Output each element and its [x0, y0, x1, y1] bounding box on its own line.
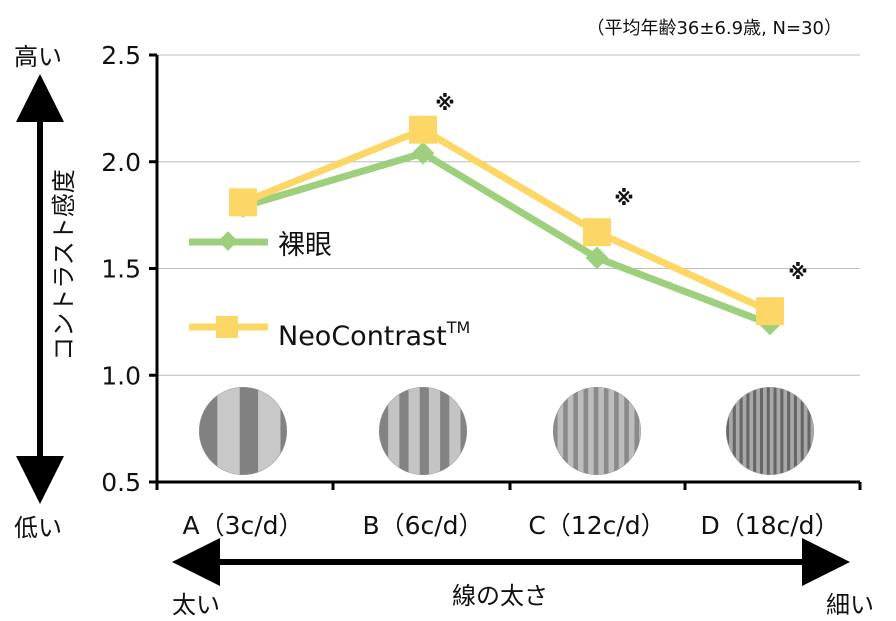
grating-images	[199, 387, 814, 475]
significance-mark-1: ※	[435, 91, 454, 115]
series-layer	[229, 115, 784, 336]
y-tick-labels: 0.5 1.0 1.5 2.0 2.5	[101, 41, 141, 497]
x-category-labels: A（3c/d） B（6c/d） C（12c/d） D（18c/d）	[182, 511, 839, 540]
legend-entry-naked-eye: 裸眼	[189, 230, 332, 261]
significance-mark-2: ※	[614, 186, 633, 210]
y-tick-label-3: 2.0	[101, 148, 141, 177]
significance-mark-3: ※	[788, 260, 807, 284]
legend: 裸眼 NeoContrastTM	[189, 230, 470, 352]
x-category-label-1: B（6c/d）	[362, 511, 483, 540]
sample-note: （平均年齢36±6.9歳, N=30）	[586, 18, 842, 39]
series-line-0	[242, 149, 772, 328]
x-category-label-3: D（18c/d）	[700, 511, 839, 540]
gridlines	[149, 53, 860, 484]
grating-2	[553, 387, 641, 475]
legend-entry-neocontrast: NeoContrastTM	[189, 316, 470, 352]
legend-label-naked-eye: 裸眼	[278, 230, 332, 261]
grating-1	[379, 387, 467, 475]
grating-3	[726, 387, 814, 475]
y-axis-title: コントラスト感度	[50, 169, 78, 361]
svg-text:NeoContrastTM: NeoContrastTM	[278, 318, 470, 352]
significance-marks: ※ ※ ※	[435, 91, 807, 284]
point-s1-2	[583, 218, 611, 247]
y-tick-label-0: 0.5	[101, 468, 141, 497]
legend-label-neocontrast: NeoContrast	[278, 321, 447, 352]
point-s1-3	[756, 297, 784, 326]
x-left-label: 太い	[172, 591, 220, 619]
point-s1-1	[409, 115, 437, 144]
y-tick-label-1: 1.0	[101, 361, 141, 390]
y-high-label: 高い	[14, 43, 62, 71]
x-category-label-2: C（12c/d）	[528, 511, 665, 540]
series-line-1	[241, 126, 772, 315]
grating-0	[199, 387, 287, 475]
x-right-label: 細い	[826, 591, 874, 619]
legend-label-tm: TM	[446, 318, 471, 337]
point-s0-2	[585, 246, 609, 270]
point-s1-0	[229, 188, 257, 217]
y-low-label: 低い	[14, 514, 62, 542]
x-axis-title: 線の太さ	[452, 582, 548, 610]
y-tick-label-4: 2.5	[101, 41, 141, 70]
y-tick-label-2: 1.5	[101, 255, 141, 284]
x-category-label-0: A（3c/d）	[182, 511, 303, 540]
x-tick-marks	[155, 482, 862, 490]
